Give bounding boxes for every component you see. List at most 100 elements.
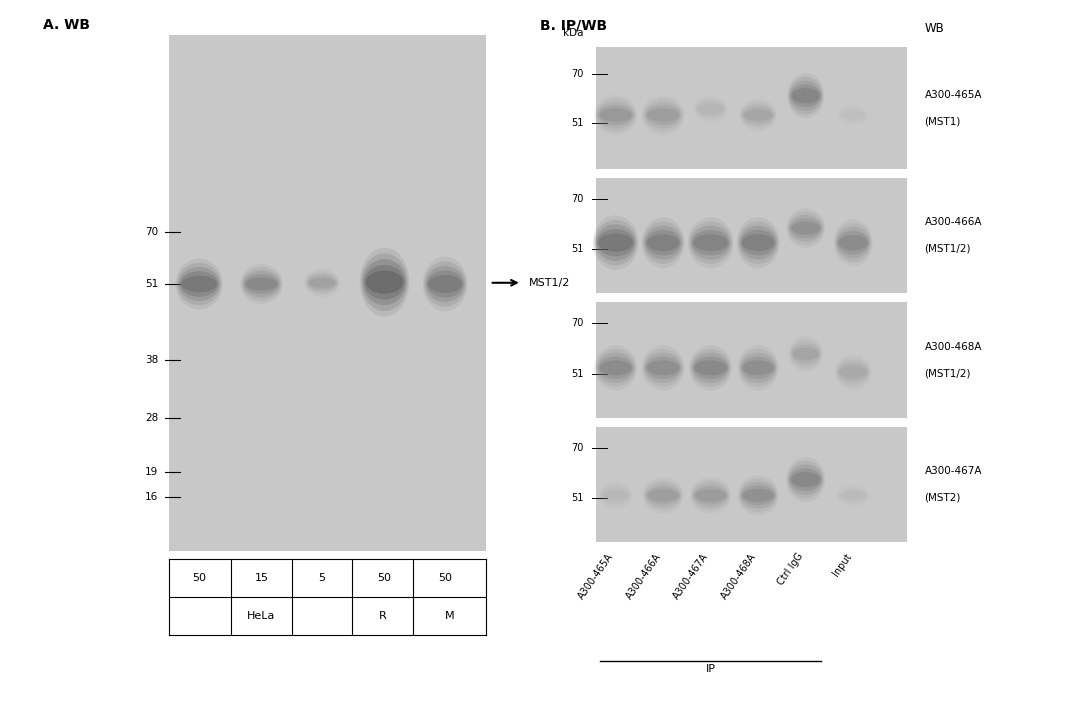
- Ellipse shape: [366, 270, 403, 294]
- Ellipse shape: [839, 489, 867, 501]
- Ellipse shape: [594, 220, 637, 265]
- Ellipse shape: [835, 354, 872, 390]
- Ellipse shape: [738, 345, 779, 390]
- Ellipse shape: [841, 111, 865, 119]
- Ellipse shape: [647, 360, 679, 375]
- Ellipse shape: [598, 481, 633, 510]
- Ellipse shape: [689, 345, 732, 390]
- Text: 51: 51: [571, 493, 583, 502]
- Text: 50: 50: [192, 573, 206, 583]
- Ellipse shape: [643, 348, 684, 387]
- Text: 15: 15: [255, 573, 269, 583]
- Ellipse shape: [740, 482, 777, 509]
- Ellipse shape: [645, 102, 681, 129]
- Ellipse shape: [839, 487, 867, 503]
- Ellipse shape: [786, 208, 825, 248]
- Ellipse shape: [692, 353, 729, 383]
- Ellipse shape: [242, 268, 282, 301]
- Ellipse shape: [595, 98, 636, 132]
- Ellipse shape: [647, 108, 679, 122]
- Ellipse shape: [648, 489, 678, 502]
- Ellipse shape: [424, 261, 467, 307]
- Ellipse shape: [743, 489, 773, 502]
- Ellipse shape: [791, 472, 821, 487]
- Ellipse shape: [741, 356, 775, 379]
- Ellipse shape: [738, 221, 779, 264]
- Ellipse shape: [692, 230, 729, 255]
- Ellipse shape: [594, 345, 637, 390]
- Ellipse shape: [743, 107, 773, 124]
- Ellipse shape: [788, 464, 823, 495]
- Ellipse shape: [744, 110, 772, 121]
- Ellipse shape: [741, 230, 775, 255]
- Ellipse shape: [646, 105, 680, 125]
- Text: A300-468A: A300-468A: [719, 551, 758, 601]
- Ellipse shape: [789, 218, 822, 238]
- Ellipse shape: [598, 234, 633, 252]
- Text: B. IP/WB: B. IP/WB: [540, 18, 607, 32]
- Ellipse shape: [422, 257, 468, 312]
- Ellipse shape: [646, 487, 680, 505]
- Ellipse shape: [693, 234, 728, 251]
- Ellipse shape: [741, 485, 775, 505]
- Text: Ctrl IgG: Ctrl IgG: [777, 551, 806, 587]
- Text: A300-466A: A300-466A: [924, 217, 982, 227]
- Text: A300-465A: A300-465A: [924, 90, 982, 100]
- Ellipse shape: [789, 338, 822, 369]
- Text: 70: 70: [571, 318, 583, 328]
- Ellipse shape: [793, 348, 819, 360]
- Ellipse shape: [180, 271, 218, 296]
- Text: IP: IP: [705, 664, 716, 674]
- Ellipse shape: [788, 77, 823, 115]
- Ellipse shape: [602, 488, 630, 502]
- Ellipse shape: [309, 278, 336, 288]
- Ellipse shape: [593, 215, 638, 270]
- Ellipse shape: [178, 267, 220, 301]
- Ellipse shape: [792, 88, 820, 103]
- Text: kDa: kDa: [563, 28, 583, 38]
- Ellipse shape: [688, 217, 733, 268]
- Ellipse shape: [426, 266, 464, 302]
- Ellipse shape: [786, 457, 825, 502]
- Ellipse shape: [740, 226, 777, 260]
- Ellipse shape: [788, 335, 823, 372]
- Ellipse shape: [363, 259, 406, 305]
- Ellipse shape: [595, 348, 636, 387]
- Text: 51: 51: [571, 118, 583, 128]
- Text: 51: 51: [571, 369, 583, 379]
- Text: 70: 70: [145, 227, 158, 237]
- Ellipse shape: [364, 265, 405, 299]
- Ellipse shape: [595, 224, 636, 261]
- Ellipse shape: [603, 490, 629, 500]
- Ellipse shape: [594, 95, 637, 135]
- Ellipse shape: [597, 102, 634, 129]
- Ellipse shape: [642, 345, 685, 390]
- Ellipse shape: [739, 479, 778, 512]
- Ellipse shape: [306, 270, 339, 295]
- Text: A300-467A: A300-467A: [924, 466, 982, 476]
- Ellipse shape: [644, 480, 683, 510]
- Ellipse shape: [643, 221, 684, 264]
- Ellipse shape: [245, 278, 278, 291]
- Ellipse shape: [840, 110, 866, 121]
- Ellipse shape: [427, 270, 463, 298]
- Ellipse shape: [838, 235, 868, 251]
- Ellipse shape: [597, 229, 634, 257]
- Ellipse shape: [839, 108, 867, 122]
- Ellipse shape: [787, 461, 824, 499]
- Ellipse shape: [362, 253, 408, 311]
- Ellipse shape: [693, 95, 728, 124]
- Ellipse shape: [645, 353, 681, 383]
- Ellipse shape: [691, 480, 730, 510]
- Text: 51: 51: [571, 244, 583, 254]
- Text: 28: 28: [145, 413, 158, 423]
- Text: A300-468A: A300-468A: [924, 341, 982, 351]
- Ellipse shape: [693, 356, 728, 379]
- Ellipse shape: [305, 268, 340, 297]
- Ellipse shape: [837, 360, 869, 384]
- Ellipse shape: [791, 85, 821, 107]
- Ellipse shape: [837, 484, 869, 508]
- Ellipse shape: [690, 348, 731, 387]
- Ellipse shape: [599, 108, 632, 122]
- Ellipse shape: [243, 270, 280, 297]
